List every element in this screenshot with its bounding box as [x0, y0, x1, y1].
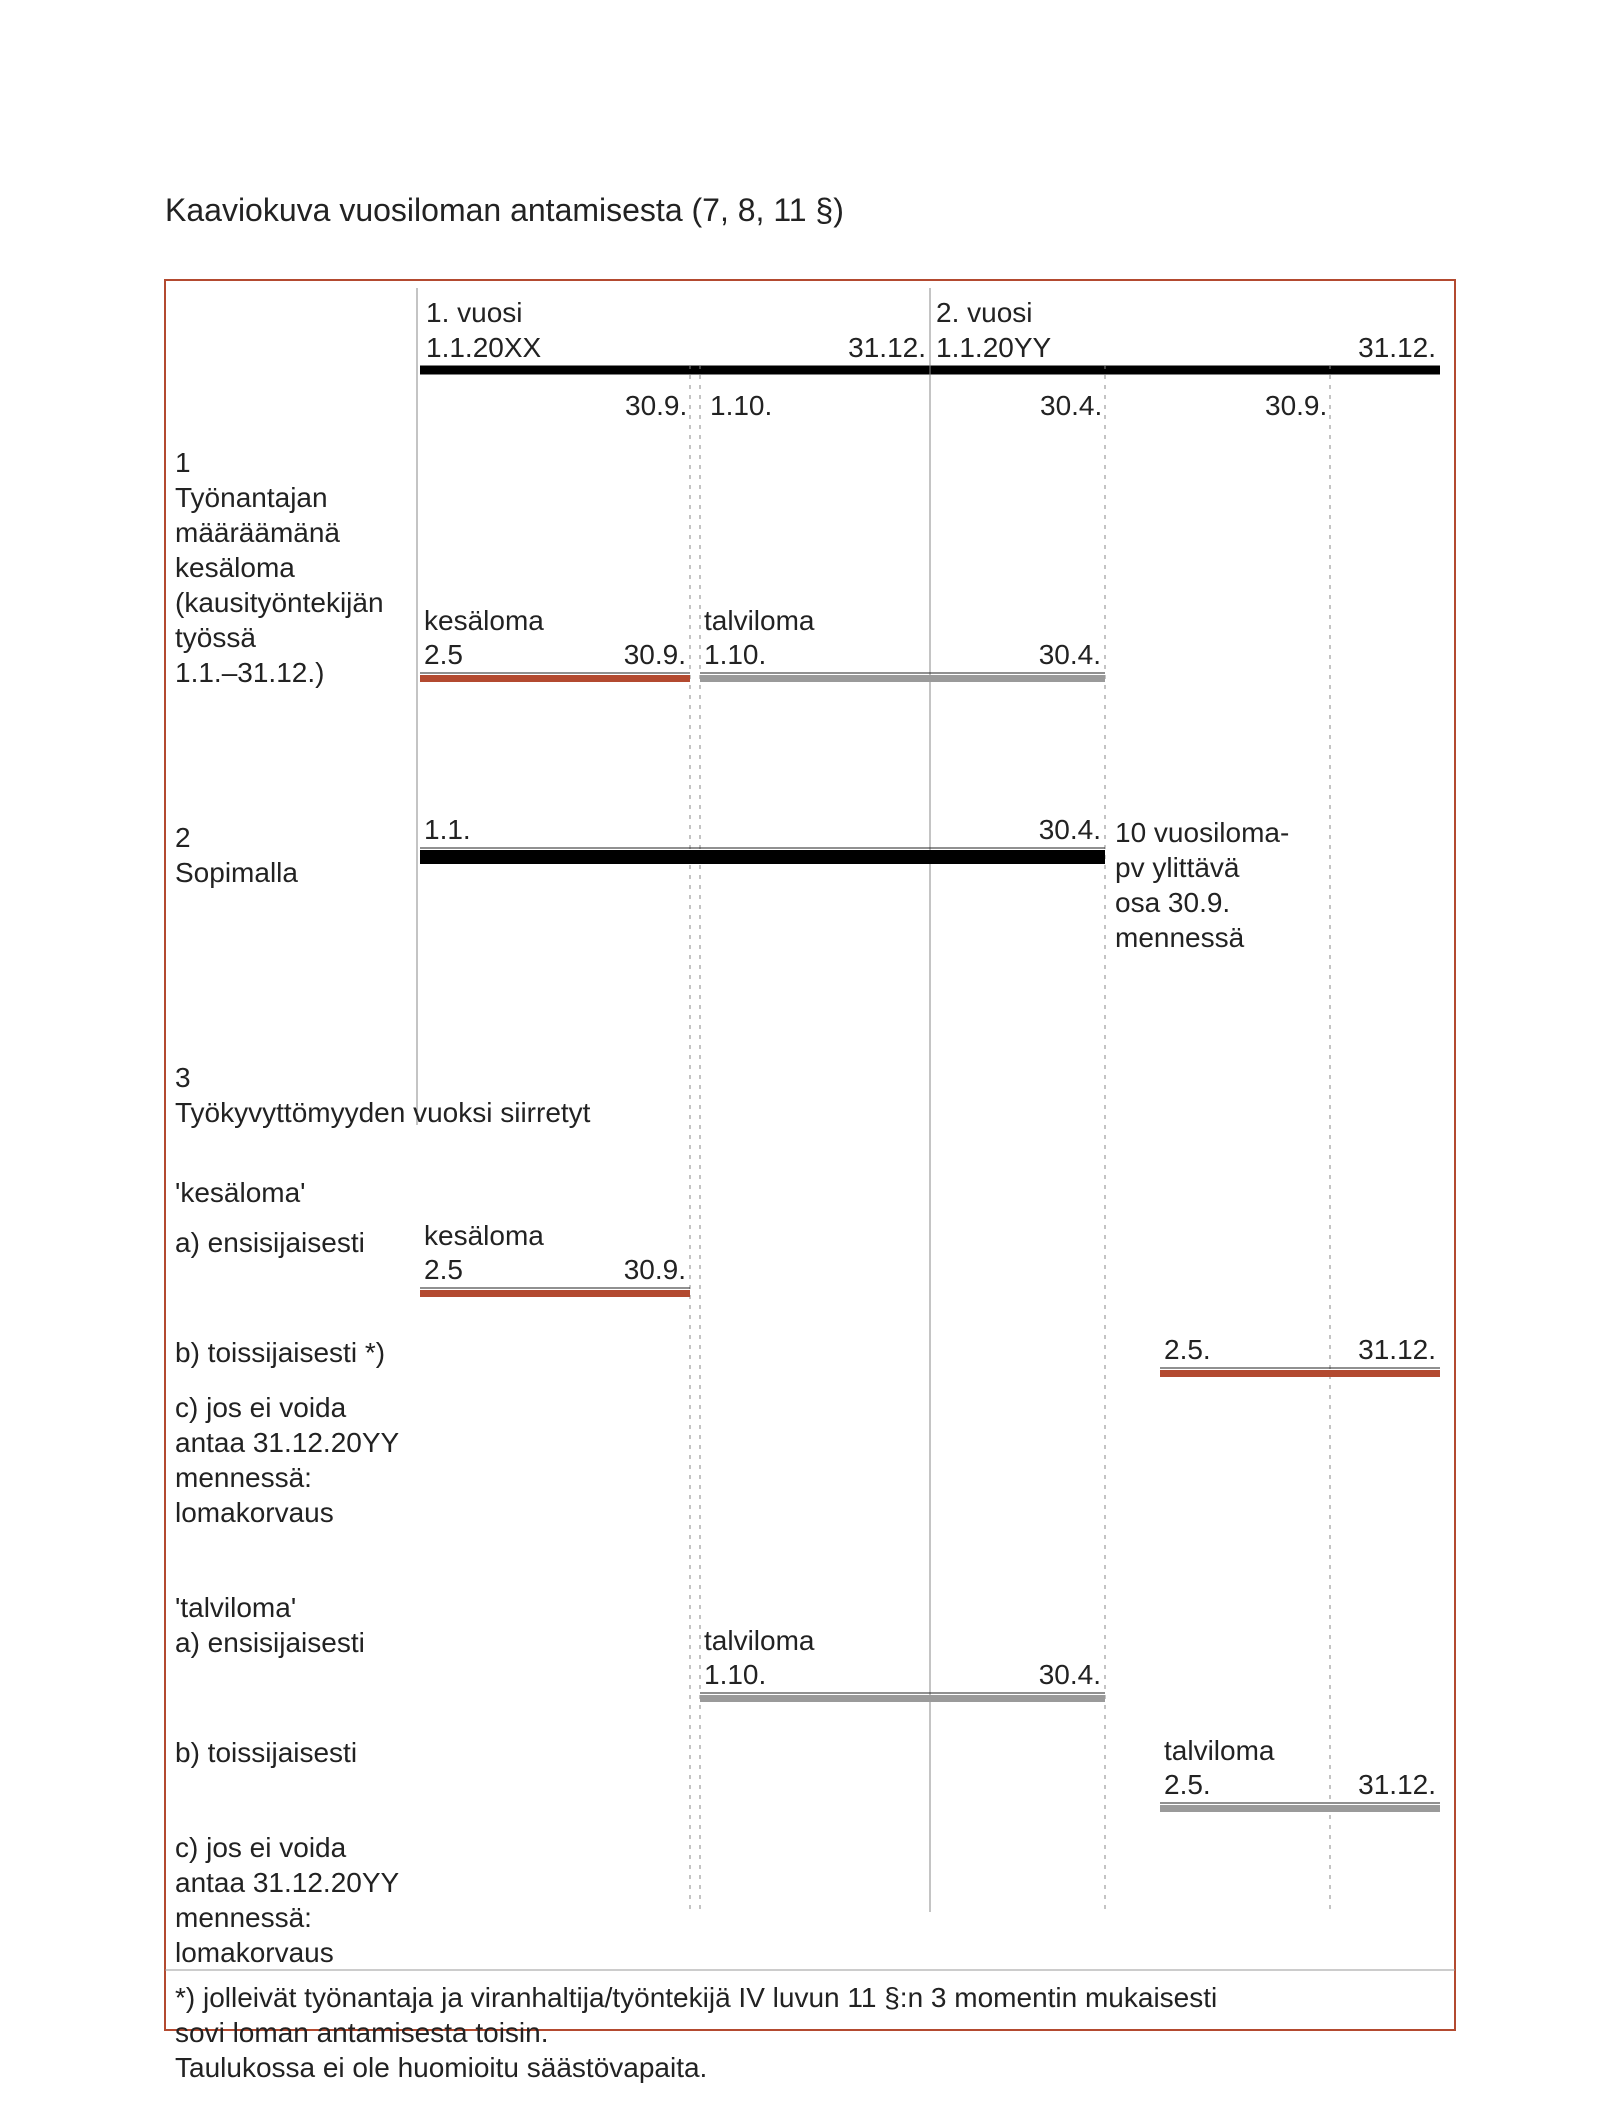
row-r1-label: 1Työnantajanmääräämänäkesäloma(kausityön… [175, 445, 384, 690]
row-r3h-label: 3Työkyvyttömyyden vuoksi siirretyt [175, 1060, 590, 1130]
bar-right-date: 30.9. [624, 639, 686, 671]
bar-title: talviloma [1164, 1735, 1274, 1767]
row-r3t-label: 'talviloma' [175, 1590, 296, 1625]
year2-start: 1.1.20YY [936, 332, 1051, 364]
year1-end: 31.12. [848, 332, 926, 364]
row-r2-label: 2Sopimalla [175, 820, 298, 890]
bar-right-date: 30.4. [1039, 1659, 1101, 1691]
bar-left-date: 1.10. [704, 639, 766, 671]
year2-title: 2. vuosi [936, 297, 1033, 329]
row-r3tc-label: c) jos ei voidaantaa 31.12.20YYmennessä:… [175, 1830, 399, 1970]
footnote: *) jolleivät työnantaja ja viranhaltija/… [175, 1980, 1217, 2085]
bar-left-date: 2.5 [424, 1254, 463, 1286]
row-r2-note: 10 vuosiloma-pv ylittäväosa 30.9.menness… [1115, 815, 1289, 955]
row-r3kb-label: b) toissijaisesti *) [175, 1335, 385, 1370]
bar-right-date: 30.4. [1039, 814, 1101, 846]
bar-left-date: 1.10. [704, 1659, 766, 1691]
bar-left-date: 2.5 [424, 639, 463, 671]
tick-label: 30.9. [625, 390, 687, 422]
bar-left-date: 1.1. [424, 814, 471, 846]
page: Kaaviokuva vuosiloman antamisesta (7, 8,… [0, 0, 1600, 2128]
row-r3tb-label: b) toissijaisesti [175, 1735, 357, 1770]
bar-right-date: 30.4. [1039, 639, 1101, 671]
year2-end: 31.12. [1358, 332, 1436, 364]
row-r3k-label: 'kesäloma' [175, 1175, 306, 1210]
bar-right-date: 30.9. [624, 1254, 686, 1286]
year1-start: 1.1.20XX [426, 332, 541, 364]
tick-label: 1.10. [710, 390, 772, 422]
bar-left-date: 2.5. [1164, 1334, 1211, 1366]
bar-title: kesäloma [424, 605, 544, 637]
tick-label: 30.4. [1040, 390, 1102, 422]
bar-right-date: 31.12. [1358, 1334, 1436, 1366]
bar-right-date: 31.12. [1358, 1769, 1436, 1801]
bar-title: talviloma [704, 1625, 814, 1657]
bar-title: kesäloma [424, 1220, 544, 1252]
year1-title: 1. vuosi [426, 297, 523, 329]
tick-label: 30.9. [1265, 390, 1327, 422]
row-r3kc-label: c) jos ei voidaantaa 31.12.20YYmennessä:… [175, 1390, 399, 1530]
bar-left-date: 2.5. [1164, 1769, 1211, 1801]
bar-title: talviloma [704, 605, 814, 637]
row-r3ka-label: a) ensisijaisesti [175, 1225, 365, 1260]
row-r3ta-label: a) ensisijaisesti [175, 1625, 365, 1660]
